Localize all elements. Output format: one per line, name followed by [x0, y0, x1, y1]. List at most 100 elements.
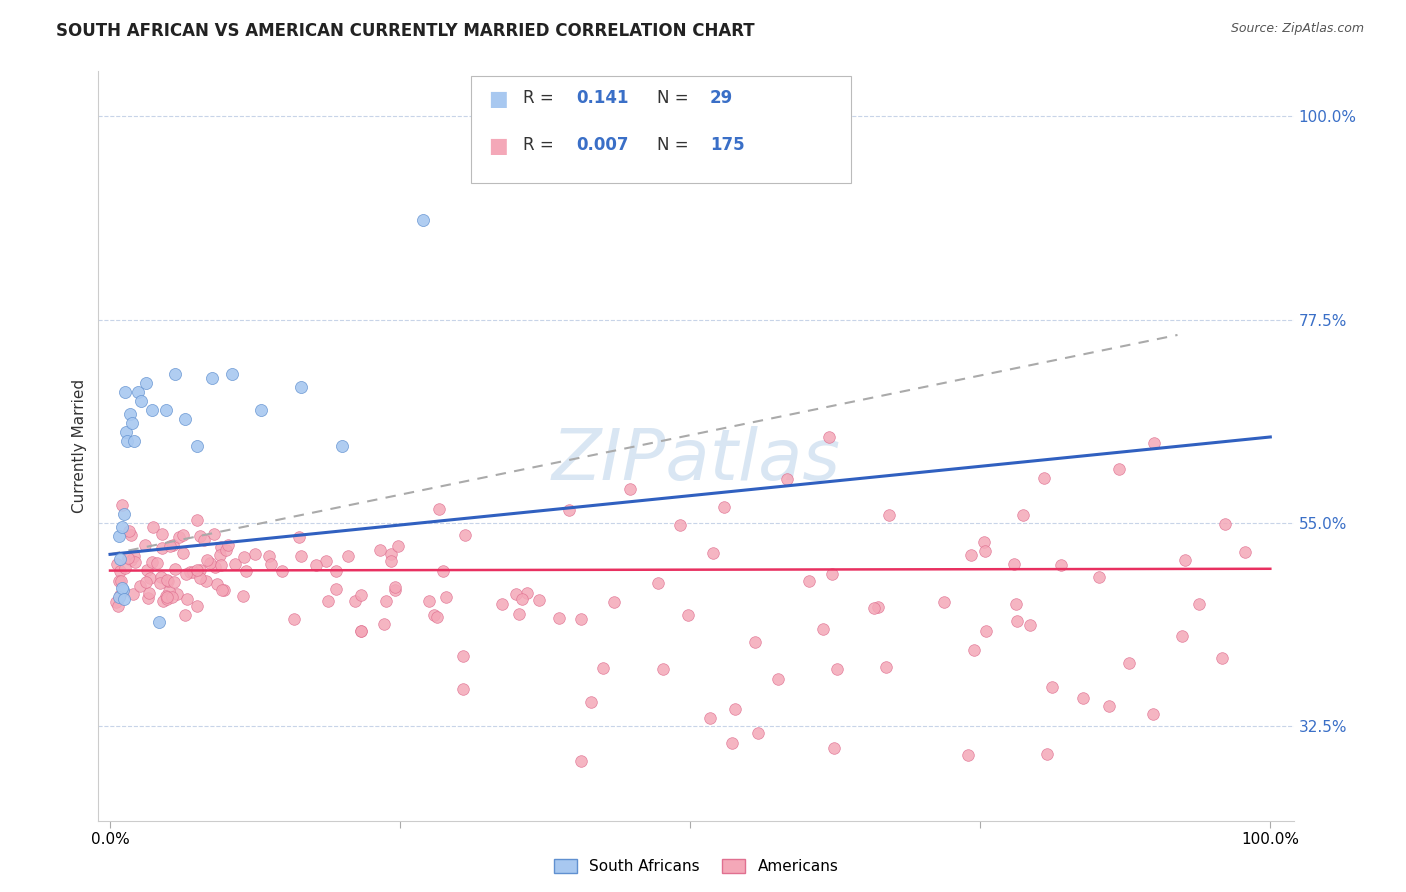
Point — [108, 574, 131, 588]
Point — [1108, 462, 1130, 476]
Point — [163, 562, 186, 576]
Point — [233, 550, 256, 565]
Point — [330, 439, 353, 453]
Point — [135, 376, 157, 390]
Text: ■: ■ — [488, 136, 508, 155]
Point — [107, 599, 129, 613]
Point — [512, 592, 534, 607]
Point — [217, 538, 239, 552]
Point — [142, 519, 165, 533]
Point — [724, 702, 747, 716]
Point — [797, 574, 820, 589]
Point — [162, 574, 184, 589]
Text: Source: ZipAtlas.com: Source: ZipAtlas.com — [1230, 22, 1364, 36]
Point — [117, 434, 139, 449]
Point — [271, 564, 294, 578]
Legend: South Africans, Americans: South Africans, Americans — [547, 853, 845, 880]
Point — [257, 549, 280, 563]
Point — [290, 380, 312, 394]
Point — [1170, 629, 1192, 643]
Point — [315, 554, 337, 568]
Text: R =: R = — [523, 89, 560, 107]
Point — [375, 593, 398, 607]
Point — [179, 566, 201, 580]
Point — [432, 564, 454, 578]
Point — [111, 498, 134, 512]
Text: ■: ■ — [488, 89, 508, 109]
Point — [186, 513, 208, 527]
Point — [619, 482, 641, 496]
Point — [129, 578, 152, 592]
Point — [412, 213, 434, 227]
Point — [111, 583, 134, 598]
Point — [155, 589, 177, 603]
Point — [204, 526, 226, 541]
Point — [186, 439, 208, 453]
Point — [1050, 558, 1073, 573]
Point — [209, 558, 232, 572]
Point — [155, 403, 177, 417]
Point — [131, 393, 153, 408]
Point — [186, 563, 208, 577]
Point — [602, 595, 624, 609]
Point — [194, 574, 217, 589]
Point — [120, 527, 142, 541]
Point — [1033, 471, 1056, 485]
Point — [380, 554, 402, 568]
Point — [117, 550, 139, 565]
Point — [141, 403, 163, 417]
Point — [173, 608, 195, 623]
Point — [198, 556, 221, 570]
Text: 29: 29 — [710, 89, 734, 107]
Point — [148, 615, 170, 629]
Point — [1188, 598, 1211, 612]
Point — [1211, 650, 1233, 665]
Point — [652, 662, 675, 676]
Point — [160, 590, 183, 604]
Point — [451, 649, 474, 664]
Point — [505, 587, 527, 601]
Point — [766, 672, 789, 686]
Point — [149, 570, 172, 584]
Point — [821, 567, 844, 582]
Point — [702, 546, 724, 560]
Point — [138, 586, 160, 600]
Point — [380, 547, 402, 561]
Point — [260, 557, 283, 571]
Point — [139, 571, 162, 585]
Point — [1040, 681, 1063, 695]
Point — [956, 748, 979, 763]
Point — [350, 624, 373, 638]
Point — [156, 591, 179, 606]
Point — [127, 384, 149, 399]
Point — [166, 587, 188, 601]
Point — [548, 611, 571, 625]
Point — [934, 595, 956, 609]
Text: R =: R = — [523, 136, 560, 153]
Point — [122, 549, 145, 564]
Point — [344, 594, 367, 608]
Point — [108, 590, 131, 604]
Point — [384, 583, 406, 598]
Point — [212, 583, 235, 598]
Point — [124, 555, 146, 569]
Point — [418, 594, 440, 608]
Point — [193, 533, 215, 547]
Point — [141, 555, 163, 569]
Point — [135, 575, 157, 590]
Point — [491, 598, 513, 612]
Point — [211, 582, 233, 597]
Point — [579, 695, 602, 709]
Text: 0.007: 0.007 — [576, 136, 628, 153]
Point — [121, 587, 143, 601]
Point — [373, 616, 395, 631]
Point — [156, 574, 179, 588]
Point — [157, 583, 180, 598]
Point — [527, 593, 550, 607]
Point — [1143, 436, 1166, 450]
Text: N =: N = — [657, 136, 693, 153]
Point — [557, 502, 579, 516]
Point — [1118, 656, 1140, 670]
Point — [350, 624, 373, 638]
Text: SOUTH AFRICAN VS AMERICAN CURRENTLY MARRIED CORRELATION CHART: SOUTH AFRICAN VS AMERICAN CURRENTLY MARR… — [56, 22, 755, 40]
